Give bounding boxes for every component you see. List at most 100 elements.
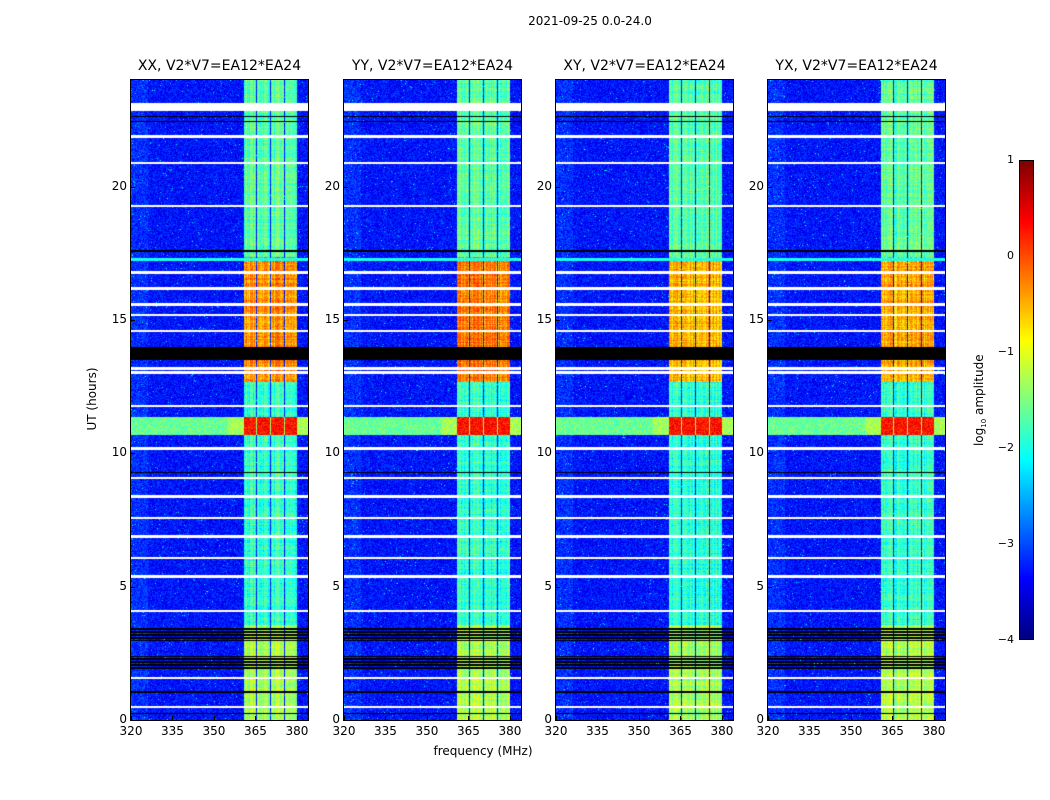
colorbar (1019, 160, 1034, 640)
heatmap-image (768, 80, 945, 720)
x-tick-label: 320 (332, 724, 356, 738)
x-tick-mark (768, 716, 769, 720)
y-tick-label: 5 (119, 578, 127, 593)
y-tick-mark (344, 320, 348, 321)
x-tick-label: 365 (457, 724, 480, 738)
colorbar-tick-label: −2 (997, 441, 1014, 454)
x-tick-mark (296, 716, 298, 720)
y-tick-label: 0 (756, 712, 764, 726)
y-tick-label: 15 (324, 312, 340, 326)
y-tick-mark (344, 720, 348, 721)
colorbar-tick-label: −4 (997, 633, 1014, 646)
spectrogram-panel-3: XY, V2*V7=EA12*EA24 320 335 350 365 380 0 5 10 15… (537, 58, 734, 738)
x-tick-label: 380 (498, 724, 522, 738)
y-tick-mark (344, 186, 348, 188)
y-tick-label: 15 (111, 312, 127, 326)
spectrogram-panel-2: YY, V2*V7=EA12*EA24 320 335 350 365 380 0 5 10 15… (325, 58, 522, 738)
y-tick-mark (131, 453, 135, 455)
y-tick-mark (131, 320, 135, 321)
x-tick-label: 380 (710, 724, 734, 738)
y-tick-mark (131, 586, 135, 588)
y-tick-label: 10 (536, 445, 552, 460)
y-tick-label: 20 (111, 178, 127, 193)
y-tick-mark (556, 453, 560, 455)
x-tick-label: 320 (119, 724, 143, 738)
panel-title: XY, V2*V7=EA12*EA24 (563, 58, 726, 74)
y-tick-label: 15 (536, 312, 552, 326)
heatmap-image (131, 80, 308, 720)
y-axis-label: UT (hours) (85, 367, 99, 431)
x-tick-mark (680, 716, 682, 720)
x-tick-mark (172, 716, 174, 720)
x-tick-mark (721, 716, 723, 720)
x-tick-label: 380 (285, 724, 309, 738)
y-tick-mark (768, 453, 772, 455)
y-tick-label: 20 (324, 178, 340, 193)
x-tick-label: 380 (922, 724, 946, 738)
x-tick-mark (933, 716, 935, 720)
panel-title: YX, V2*V7=EA12*EA24 (775, 58, 938, 74)
spectrogram-panel-1: XX, V2*V7=EA12*EA24 320 335 350 365 380 0 5 10 15… (112, 58, 309, 738)
y-tick-mark (344, 586, 348, 588)
y-tick-mark (131, 186, 135, 188)
y-tick-label: 0 (119, 712, 127, 726)
x-tick-mark (468, 716, 470, 720)
colorbar-tick-label: −3 (997, 537, 1014, 550)
x-tick-mark (255, 716, 257, 720)
x-tick-mark (597, 716, 599, 720)
colorbar-tick-label: −1 (997, 345, 1014, 358)
y-tick-mark (556, 320, 560, 321)
x-tick-mark (556, 716, 557, 720)
x-tick-mark (638, 716, 640, 720)
x-tick-label: 365 (669, 724, 692, 738)
colorbar-label: log10 amplitude (971, 354, 989, 447)
y-tick-label: 0 (332, 712, 340, 726)
x-tick-mark (809, 716, 811, 720)
y-tick-label: 20 (748, 178, 764, 193)
spectrogram-panel-4: YX, V2*V7=EA12*EA24 320 335 350 365 380 0 5 10 15… (749, 58, 946, 738)
x-tick-mark (892, 716, 894, 720)
y-tick-mark (556, 586, 560, 588)
colorbar-tick-label: 0 (1007, 249, 1014, 262)
y-tick-mark (768, 586, 772, 588)
y-tick-mark (344, 453, 348, 455)
x-tick-mark (131, 716, 132, 720)
y-tick-mark (556, 720, 560, 721)
x-tick-mark (213, 716, 215, 720)
panel-title: XX, V2*V7=EA12*EA24 (137, 58, 302, 74)
y-tick-mark (768, 320, 772, 321)
x-tick-mark (509, 716, 511, 720)
x-tick-label: 320 (544, 724, 568, 738)
x-tick-label: 350 (415, 724, 439, 738)
heatmap-image (556, 80, 733, 720)
y-tick-mark (556, 186, 560, 188)
y-tick-mark (131, 720, 135, 721)
x-tick-mark (426, 716, 428, 720)
y-tick-label: 5 (756, 578, 764, 593)
y-tick-label: 10 (111, 445, 127, 460)
figure-title: 2021-09-25 0.0-24.0 (528, 14, 652, 28)
y-tick-label: 20 (536, 178, 552, 193)
y-tick-mark (768, 720, 772, 721)
x-tick-label: 335 (374, 724, 397, 738)
y-tick-label: 5 (544, 578, 552, 593)
y-tick-label: 0 (544, 712, 552, 726)
x-tick-label: 350 (839, 724, 863, 738)
x-tick-label: 350 (202, 724, 226, 738)
x-tick-mark (385, 716, 387, 720)
colorbar-tick-label: 1 (1007, 153, 1014, 166)
x-tick-label: 320 (756, 724, 780, 738)
x-tick-label: 365 (881, 724, 904, 738)
y-tick-label: 10 (324, 445, 340, 460)
x-tick-label: 335 (586, 724, 609, 738)
x-axis-label: frequency (MHz) (433, 744, 533, 758)
x-tick-label: 365 (244, 724, 267, 738)
y-tick-mark (768, 186, 772, 188)
x-tick-label: 335 (161, 724, 184, 738)
x-tick-mark (344, 716, 345, 720)
heatmap-image (344, 80, 521, 720)
panel-title: YY, V2*V7=EA12*EA24 (351, 58, 514, 74)
x-tick-label: 350 (627, 724, 651, 738)
y-tick-label: 10 (748, 445, 764, 460)
y-tick-label: 15 (748, 312, 764, 326)
